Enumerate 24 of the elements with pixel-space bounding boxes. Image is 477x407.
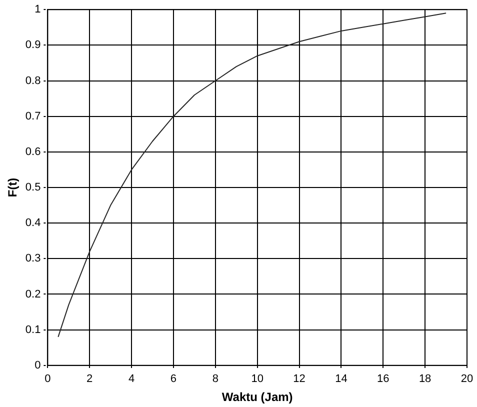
- y-tick-label: 0: [34, 359, 41, 372]
- y-tick-label: 0.9: [25, 39, 41, 52]
- y-tick-label: 0.4: [25, 217, 41, 230]
- x-tick-label: 12: [293, 373, 306, 386]
- y-tick-label: 0.1: [25, 324, 41, 336]
- y-tick-label: 0.8: [25, 74, 41, 87]
- x-tick-label: 0: [44, 373, 51, 386]
- y-tick-label: 0.6: [25, 146, 41, 158]
- x-tick-label: 4: [128, 373, 135, 386]
- x-tick-label: 20: [460, 373, 474, 386]
- x-tick-label: 16: [377, 373, 390, 386]
- x-tick-label: 10: [251, 373, 264, 386]
- x-tick-label: 6: [170, 373, 177, 386]
- y-axis-title: F(t): [6, 178, 20, 198]
- x-tick-label: 18: [418, 373, 432, 386]
- y-tick-label: 0.5: [25, 182, 41, 194]
- x-tick-label: 14: [335, 373, 348, 386]
- y-tick-label: 0.7: [25, 110, 41, 122]
- y-tick-label: 0.2: [25, 288, 41, 300]
- y-tick-label: 0.3: [25, 252, 41, 265]
- x-tick-label: 8: [212, 373, 218, 386]
- x-tick-label: 2: [86, 373, 93, 386]
- x-axis-title: Waktu (Jam): [222, 390, 293, 404]
- y-tick-label: 1: [34, 4, 41, 16]
